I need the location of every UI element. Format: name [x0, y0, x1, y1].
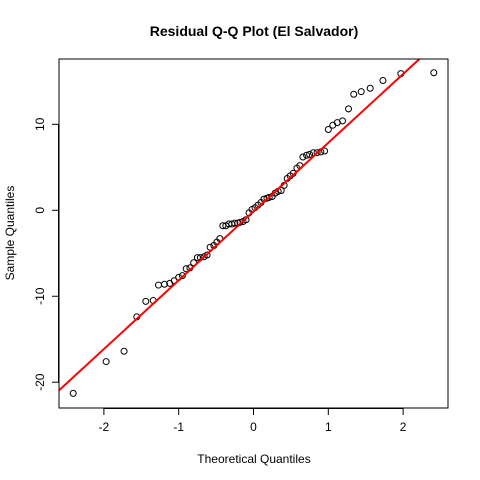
y-axis-label: Sample Quantiles: [3, 186, 17, 281]
y-axis: -20 -10 0 10: [33, 117, 59, 391]
data-point: [324, 125, 332, 133]
x-tick-label: 0: [250, 420, 257, 434]
x-tick-label: 1: [325, 420, 332, 434]
data-point: [142, 297, 150, 305]
data-point: [193, 254, 201, 262]
chart-title: Residual Q-Q Plot (El Salvador): [150, 23, 358, 39]
data-point: [265, 193, 273, 201]
data-point: [231, 219, 239, 227]
data-point: [154, 281, 162, 289]
data-point: [345, 105, 353, 113]
data-point: [120, 347, 128, 355]
data-point: [182, 265, 190, 273]
x-axis: -2 -1 0 1 2: [99, 408, 407, 434]
y-tick-label: -20: [33, 373, 47, 391]
data-point: [321, 147, 329, 155]
data-point: [242, 216, 250, 224]
plot-frame: [58, 58, 449, 409]
data-point: [303, 151, 311, 159]
data-point: [160, 280, 168, 288]
data-point: [299, 153, 307, 161]
y-tick-label: 10: [33, 117, 47, 131]
data-point: [366, 84, 374, 92]
data-point: [69, 389, 77, 397]
reference-line: [59, 59, 421, 392]
data-point: [339, 117, 347, 125]
data-point: [430, 69, 438, 77]
data-point: [277, 187, 285, 195]
data-point: [357, 88, 365, 96]
x-axis-label: Theoretical Quantiles: [197, 452, 310, 466]
x-tick-label: 2: [400, 420, 407, 434]
x-tick-label: -2: [99, 420, 110, 434]
data-point: [329, 121, 337, 129]
x-tick-label: -1: [173, 420, 184, 434]
data-point: [306, 150, 314, 158]
y-tick-label: 0: [33, 207, 47, 214]
y-tick-label: -10: [33, 287, 47, 305]
data-point: [102, 358, 110, 366]
data-point: [379, 76, 387, 84]
data-point: [350, 90, 358, 98]
data-point: [313, 149, 321, 157]
plot-marks: [59, 59, 438, 397]
data-point: [178, 272, 186, 280]
data-point: [203, 251, 211, 259]
